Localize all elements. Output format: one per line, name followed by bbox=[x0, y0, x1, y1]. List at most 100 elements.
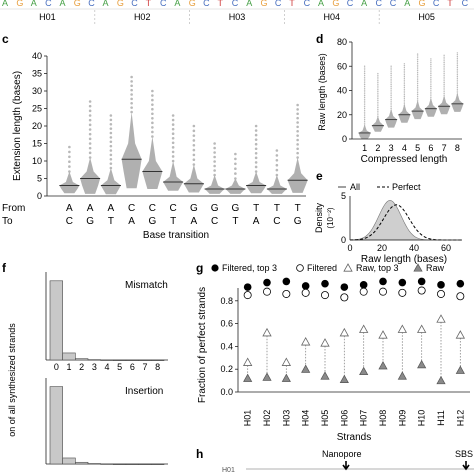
outlier-point bbox=[88, 123, 92, 127]
outlier-point bbox=[363, 109, 366, 112]
panel-c-chart: 0 5 10 15 20 25 30 35 40 Extension length (bases)… bbox=[2, 51, 308, 241]
outlier-point bbox=[151, 126, 154, 129]
outlier-point bbox=[377, 80, 379, 82]
sequence-letter: C bbox=[88, 0, 95, 8]
outlier-point bbox=[430, 76, 432, 79]
outlier-point bbox=[443, 63, 445, 66]
x-tick-label: 20 bbox=[377, 243, 387, 253]
outlier-point bbox=[234, 172, 237, 175]
outlier-point bbox=[430, 93, 432, 95]
to-tick-label: A bbox=[191, 216, 198, 227]
outlier-point bbox=[443, 65, 445, 67]
outlier-point bbox=[254, 161, 258, 164]
outlier-point bbox=[88, 100, 92, 103]
outlier-point bbox=[88, 151, 92, 155]
bar bbox=[75, 358, 89, 361]
outlier-point bbox=[192, 153, 196, 157]
outlier-point bbox=[416, 88, 419, 90]
outlier-point bbox=[416, 55, 419, 57]
outlier-point bbox=[403, 75, 406, 78]
point-raw bbox=[378, 361, 388, 370]
outlier-point bbox=[213, 142, 216, 145]
x-tick-label: H08 bbox=[378, 410, 388, 427]
point-filtered bbox=[243, 291, 252, 300]
outlier-point bbox=[443, 91, 445, 93]
point-raw bbox=[262, 372, 272, 381]
x-tick-label: 7 bbox=[442, 143, 447, 153]
outlier-point bbox=[192, 158, 196, 161]
x-tick-label: 40 bbox=[409, 243, 419, 253]
outlier-point bbox=[377, 94, 379, 96]
outlier-point bbox=[296, 103, 299, 107]
outlier-point bbox=[403, 83, 406, 85]
outlier-point bbox=[363, 65, 366, 67]
outlier-point bbox=[456, 52, 459, 54]
sequence-letter: A bbox=[361, 0, 367, 8]
outlier-point bbox=[296, 129, 299, 133]
point-filtered bbox=[340, 293, 349, 302]
bar bbox=[151, 359, 165, 361]
to-tick-label: T bbox=[170, 216, 176, 227]
outlier-point bbox=[363, 85, 366, 88]
outlier-point bbox=[363, 118, 366, 121]
outlier-point bbox=[430, 60, 432, 62]
outlier-point bbox=[130, 88, 133, 92]
outlier-point bbox=[416, 81, 419, 83]
outlier-point bbox=[363, 113, 366, 115]
outlier-point bbox=[430, 84, 432, 86]
outlier-point bbox=[456, 72, 459, 74]
outlier-point bbox=[416, 62, 419, 65]
outlier-point bbox=[403, 81, 406, 83]
x-tick-label: H09 bbox=[397, 410, 407, 427]
outlier-point bbox=[130, 93, 133, 96]
outlier-point bbox=[403, 77, 406, 80]
from-tick-label: C bbox=[170, 203, 177, 214]
outlier-point bbox=[456, 64, 459, 67]
sequence-letter: A bbox=[174, 0, 180, 8]
sbs-arrow-icon bbox=[462, 461, 470, 471]
to-tick-label: A bbox=[128, 216, 135, 227]
outlier-point bbox=[456, 75, 459, 78]
sequence-letter: A bbox=[318, 0, 324, 8]
outlier-point bbox=[390, 87, 392, 90]
sequence-letter: G bbox=[117, 0, 124, 8]
y-tick-label: 30 bbox=[32, 86, 42, 96]
outlier-point bbox=[88, 128, 92, 131]
bar bbox=[125, 359, 139, 361]
outlier-point bbox=[416, 58, 419, 61]
outlier-point bbox=[296, 138, 299, 142]
sequence-letter: C bbox=[131, 0, 138, 8]
outlier-point bbox=[68, 160, 71, 163]
point-filtered bbox=[456, 292, 465, 301]
point-filtered bbox=[378, 287, 387, 296]
x-tick-label: H10 bbox=[417, 410, 427, 427]
outlier-point bbox=[430, 78, 432, 80]
outlier-point bbox=[443, 83, 445, 86]
outlier-point bbox=[443, 72, 445, 75]
outlier-point bbox=[171, 141, 175, 145]
legend-marker-raw-top3 bbox=[343, 263, 353, 272]
outlier-point bbox=[443, 92, 445, 95]
to-tick-label: G bbox=[294, 216, 302, 227]
point-raw-top3 bbox=[242, 357, 253, 366]
point-filtered bbox=[301, 288, 310, 297]
to-tick-label: C bbox=[273, 216, 280, 227]
from-tick-label: T bbox=[274, 203, 280, 214]
outlier-point bbox=[443, 78, 445, 80]
bar bbox=[113, 359, 127, 361]
outlier-point bbox=[377, 88, 379, 91]
violin-body bbox=[438, 95, 451, 115]
sequence-letter: A bbox=[246, 0, 252, 8]
y-tick-label: 40 bbox=[337, 86, 347, 96]
x-tick-label: H07 bbox=[359, 410, 369, 427]
point-raw bbox=[455, 365, 465, 374]
outlier-point bbox=[130, 106, 133, 109]
legend-label: Raw bbox=[426, 263, 445, 273]
outlier-point bbox=[377, 85, 379, 87]
outlier-point bbox=[390, 95, 392, 97]
x-tick-label: 2 bbox=[79, 362, 84, 372]
outlier-point bbox=[171, 114, 175, 117]
bar bbox=[87, 463, 101, 465]
outlier-point bbox=[254, 133, 258, 137]
